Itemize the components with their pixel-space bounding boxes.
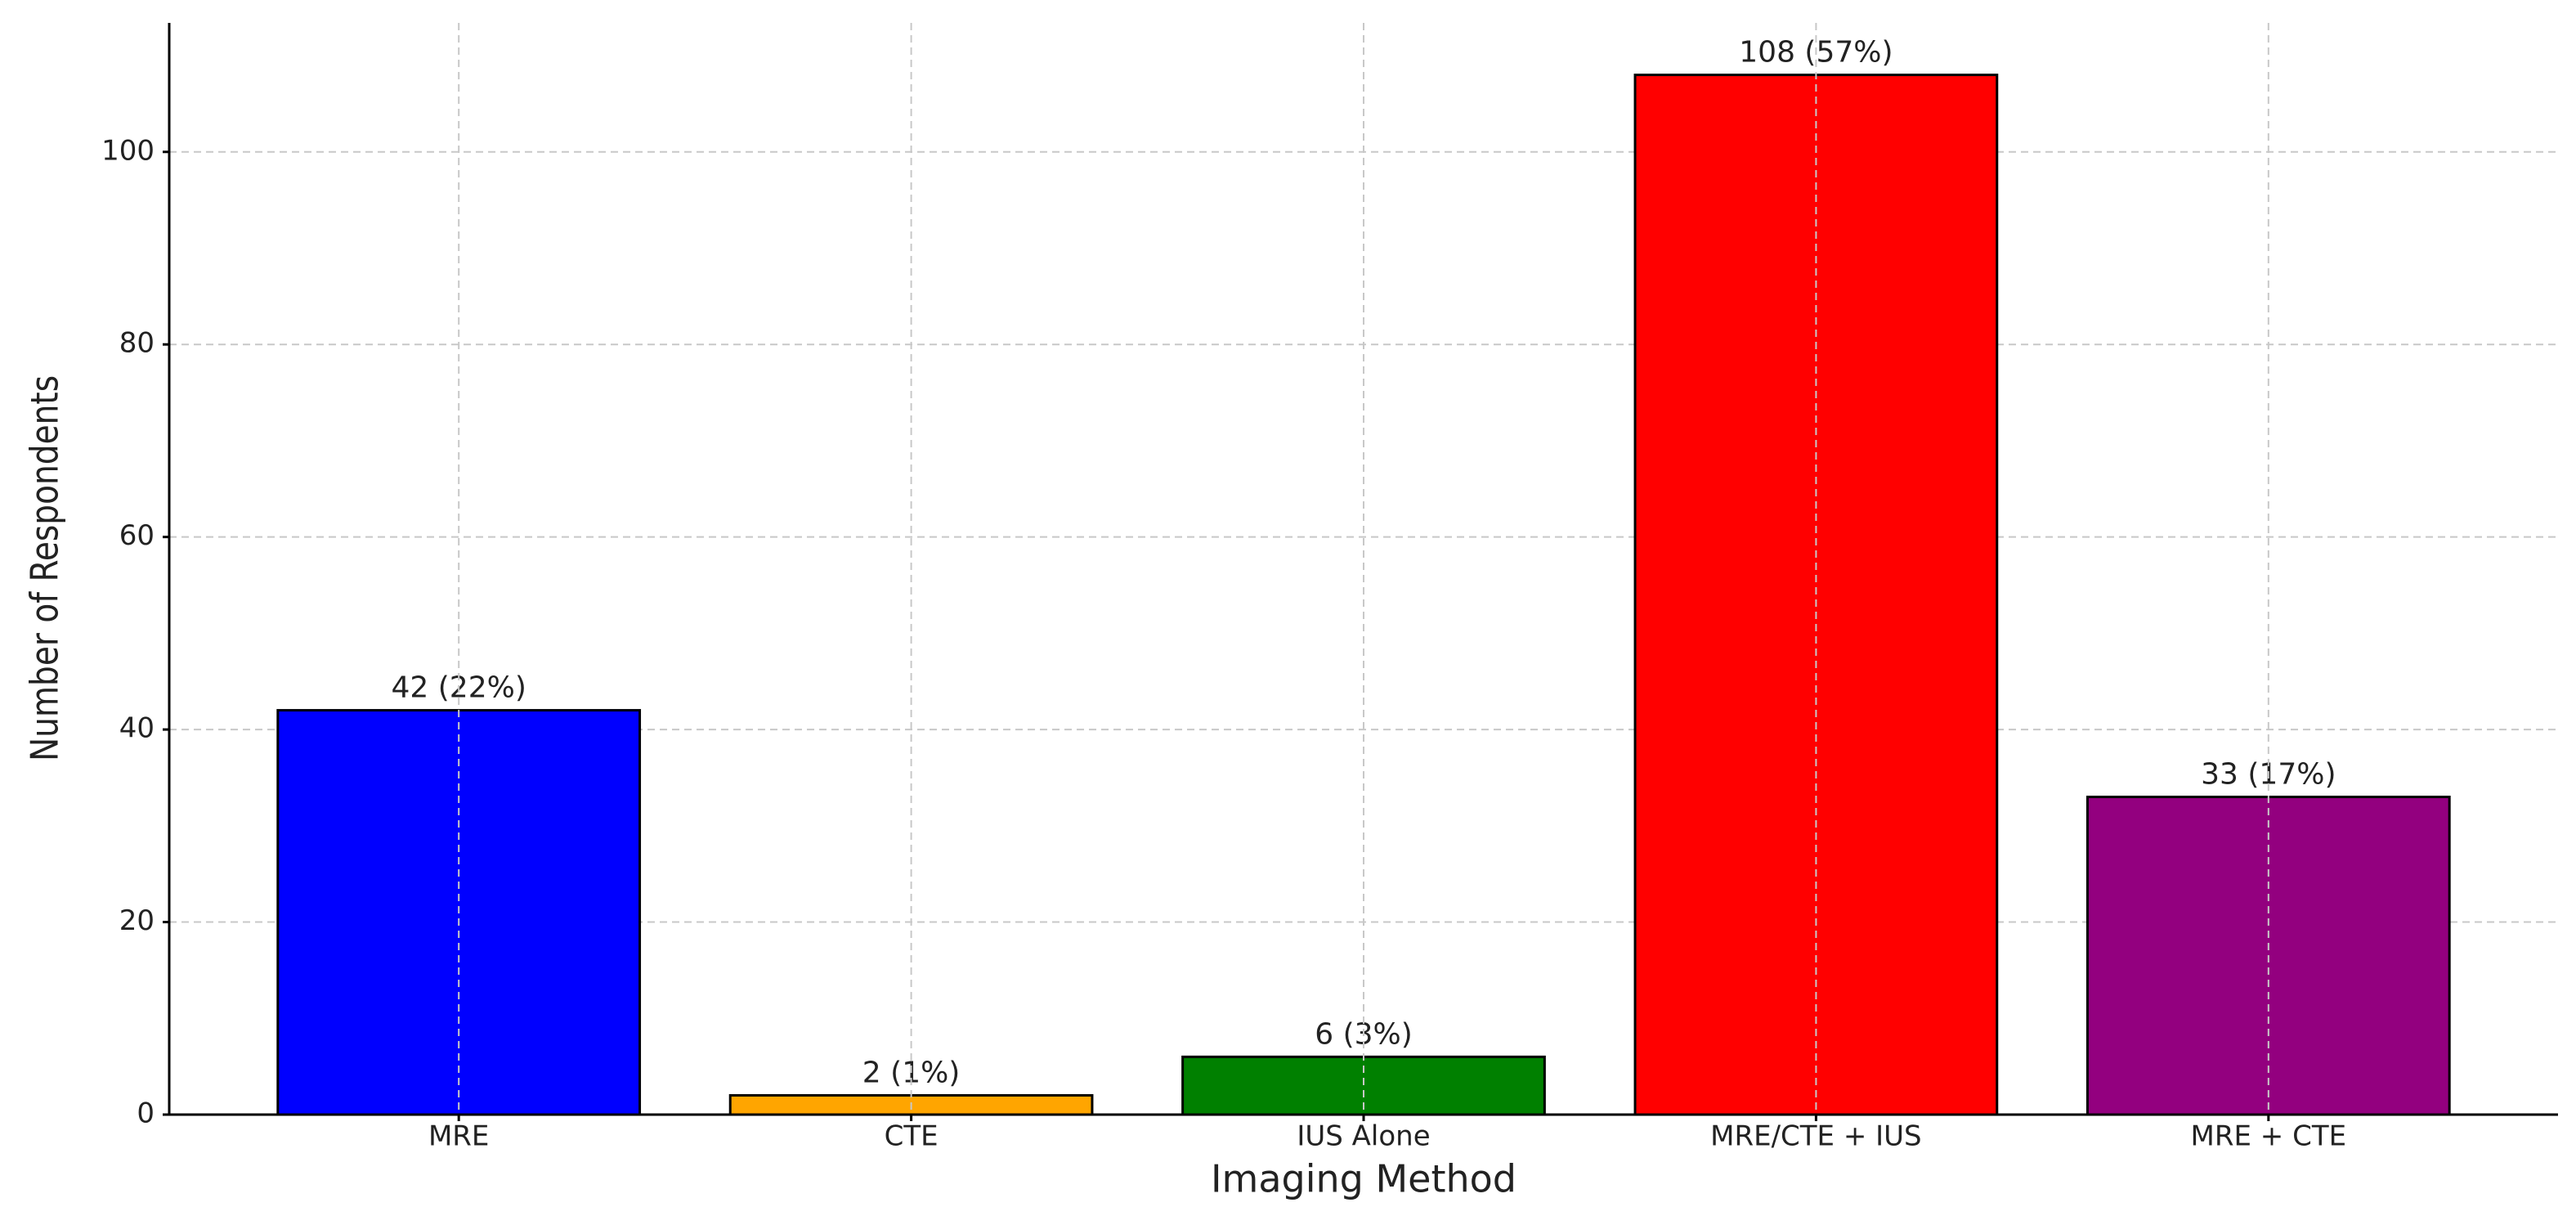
y-tick-label: 40	[119, 712, 155, 745]
y-tick-label: 80	[119, 327, 155, 360]
x-tick-label: IUS Alone	[1297, 1120, 1430, 1153]
x-axis-label: Imaging Method	[1211, 1157, 1516, 1201]
x-tick-label: CTE	[885, 1120, 939, 1153]
y-tick-label: 100	[101, 134, 155, 167]
x-tick-label: MRE/CTE + IUS	[1710, 1120, 1922, 1153]
y-tick-label: 60	[119, 519, 155, 552]
x-tick-label: MRE	[428, 1120, 489, 1153]
y-tick-label: 20	[119, 904, 155, 937]
y-tick-label: 0	[137, 1097, 155, 1130]
y-axis-label: Number of Respondents	[23, 375, 67, 761]
x-tick-label: MRE + CTE	[2191, 1120, 2347, 1153]
